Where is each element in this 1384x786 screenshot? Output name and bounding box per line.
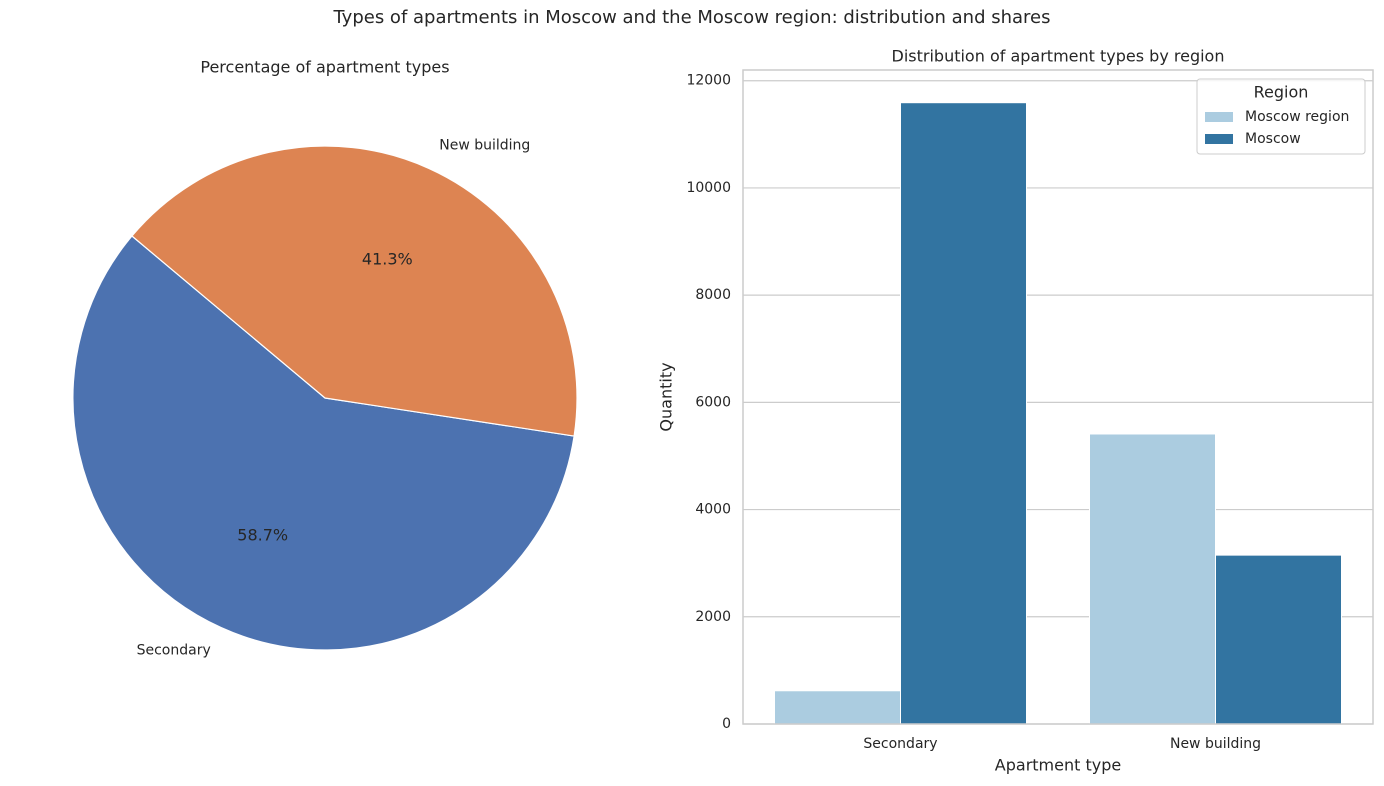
x-tick-label: Secondary bbox=[863, 736, 937, 752]
pie-slice bbox=[72, 235, 575, 651]
pie-title: Percentage of apartment types bbox=[200, 58, 449, 77]
legend-title: Region bbox=[1254, 83, 1309, 102]
x-tick-label: New building bbox=[1170, 736, 1261, 752]
y-tick-label: 2000 bbox=[695, 609, 731, 625]
figure-title: Types of apartments in Moscow and the Mo… bbox=[332, 7, 1050, 28]
slice-value-label: 41.3% bbox=[362, 250, 413, 269]
y-tick-label: 6000 bbox=[695, 394, 731, 410]
slice-label: New building bbox=[439, 137, 530, 153]
y-tick-label: 12000 bbox=[686, 73, 731, 89]
bar bbox=[1215, 554, 1342, 725]
slice-value-label: 58.7% bbox=[237, 525, 288, 544]
legend-swatch bbox=[1205, 112, 1233, 122]
axes-frame bbox=[742, 69, 1374, 725]
bar-title: Distribution of apartment types by regio… bbox=[892, 47, 1225, 66]
y-axis-label: Quantity bbox=[657, 362, 676, 431]
legend-box bbox=[1196, 78, 1366, 155]
bar bbox=[774, 690, 901, 725]
bar bbox=[1089, 433, 1216, 725]
legend-label: Moscow bbox=[1245, 131, 1301, 147]
y-tick-label: 8000 bbox=[695, 287, 731, 303]
pie-slice bbox=[131, 145, 578, 437]
y-tick-label: 4000 bbox=[695, 502, 731, 518]
legend-swatch bbox=[1205, 134, 1233, 144]
bar bbox=[900, 102, 1027, 725]
slice-label: Secondary bbox=[137, 643, 211, 659]
legend-label: Moscow region bbox=[1245, 109, 1349, 125]
y-tick-label: 10000 bbox=[686, 180, 731, 196]
y-tick-label: 0 bbox=[722, 716, 731, 732]
x-axis-label: Apartment type bbox=[995, 756, 1121, 775]
